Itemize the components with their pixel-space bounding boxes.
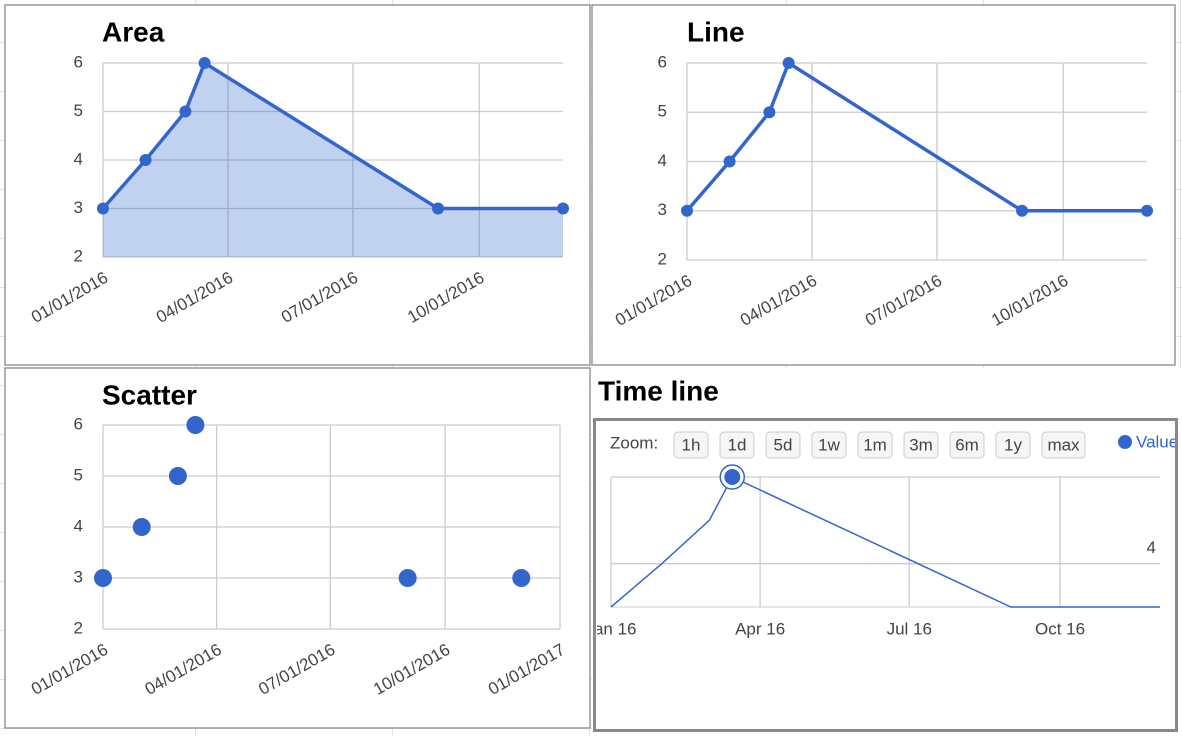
zoom-button[interactable] [949,431,985,459]
y-tick-label: 2 [74,246,83,265]
point [198,57,211,69]
y-tick-label: 6 [658,52,667,71]
legend-label: Value [1136,432,1178,451]
zoom-button[interactable] [1041,431,1086,459]
x-tick-label: Jul 16 [887,619,932,638]
point [763,106,776,119]
y-tick-label: 6 [74,414,83,433]
point [782,57,795,69]
point [512,569,531,587]
y-tick-label: 6 [74,52,83,71]
zoom-button[interactable] [995,431,1031,459]
zoom-button-label: 1y [1004,435,1022,454]
y-tick-label: 2 [74,618,83,637]
point [1016,204,1029,217]
point [94,569,112,587]
timeline-content: Zoom: 1h 1d 5d 1w 1m 3m 6m 1y max Value 4 Jan 16 Apr … [585,431,1178,638]
zoom-button[interactable] [811,431,847,459]
point [681,204,693,217]
line-panel[interactable] [591,4,1176,366]
zoom-button-label: max [1047,435,1080,454]
zoom-label: Zoom: [610,433,658,452]
y-tick-label: 4 [74,149,83,168]
series-line [685,60,1147,213]
point [724,469,741,485]
point [1141,204,1153,217]
chart-title: Line [687,16,745,47]
point [432,202,445,215]
y-tick-label: 5 [658,102,667,121]
chart-title: Scatter [102,379,197,410]
point [398,569,417,587]
series-line [101,60,563,211]
zoom-button[interactable] [857,431,893,459]
x-tick-label: Jan 16 [585,619,636,638]
zoom-button[interactable] [719,431,755,459]
legend-marker [1118,435,1132,449]
point [97,202,109,215]
y-tick-label: 4 [1147,538,1156,557]
point [557,202,569,215]
y-tick-label: 5 [74,465,83,484]
point [168,467,187,485]
y-tick-label: 4 [74,516,83,535]
zoom-button-label: 6m [955,435,979,454]
timeline-frame [593,418,1178,732]
y-tick-label: 3 [74,567,83,586]
point [179,105,192,118]
zoom-button-label: 1d [728,435,747,454]
zoom-button[interactable] [903,431,939,459]
zoom-button-label: 1h [682,435,701,454]
y-tick-label: 2 [658,249,667,268]
zoom-button-label: 1m [863,435,887,454]
y-tick-label: 4 [658,151,667,170]
point [186,416,205,434]
zoom-button-label: 5d [774,435,793,454]
zoom-button[interactable] [673,431,709,459]
chart-title: Time line [598,375,719,406]
y-tick-label: 5 [74,101,83,120]
zoom-button-label: 1w [818,435,840,454]
point [723,155,736,168]
chart-title: Area [102,16,165,47]
zoom-button-label: 3m [909,435,933,454]
zoom-button[interactable] [765,431,801,459]
x-tick-label: Apr 16 [735,619,785,638]
point [139,154,152,166]
series-line [610,476,1160,608]
y-tick-label: 3 [658,200,667,219]
y-tick-label: 3 [74,198,83,217]
point [132,518,151,536]
x-tick-label: Oct 16 [1035,619,1085,638]
